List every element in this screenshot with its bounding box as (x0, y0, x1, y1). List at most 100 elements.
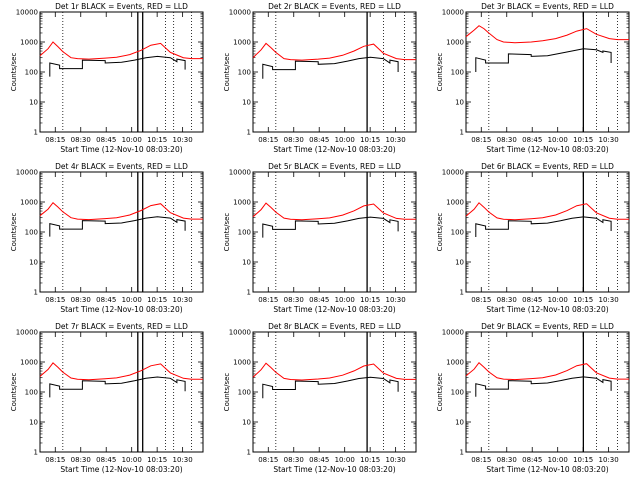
y-tick-label: 1000 (20, 199, 38, 207)
y-axis-label: Counts/sec (436, 53, 444, 92)
x-tick-label: 08:30 (71, 456, 91, 464)
y-tick-label: 100 (451, 389, 464, 397)
y-tick-label: 1000 (233, 359, 251, 367)
x-tick-label: 08:30 (284, 296, 304, 304)
chart-title: Det 7r BLACK = Events, RED = LLD (55, 322, 188, 331)
series-events-line (262, 56, 399, 79)
chart-title: Det 3r BLACK = Events, RED = LLD (481, 2, 614, 11)
x-tick-label: 08:15 (471, 296, 491, 304)
x-tick-label: 10:30 (599, 456, 619, 464)
y-tick-label: 100 (25, 229, 38, 237)
y-axis-label: Counts/sec (223, 53, 231, 92)
x-axis-label: Start Time (12-Nov-10 08:03:20) (486, 145, 608, 154)
y-tick-label: 10000 (16, 9, 38, 17)
y-tick-label: 1 (460, 289, 464, 297)
x-tick-label: 10:00 (122, 296, 142, 304)
x-tick-label: 10:00 (335, 456, 355, 464)
plot-frame (465, 171, 630, 293)
y-tick-label: 10 (29, 259, 38, 267)
x-tick-label: 10:30 (173, 136, 193, 144)
x-tick-label: 10:00 (548, 136, 568, 144)
x-tick-label: 08:30 (284, 456, 304, 464)
x-tick-label: 10:00 (548, 456, 568, 464)
x-tick-label: 08:45 (522, 456, 542, 464)
chart-panel-7: Det 7r BLACK = Events, RED = LLD 1 10 100 10… (10, 322, 204, 474)
x-tick-label: 10:15 (360, 456, 380, 464)
x-tick-label: 08:45 (96, 136, 116, 144)
y-tick-label: 10000 (229, 9, 251, 17)
y-tick-label: 1 (34, 289, 38, 297)
plot-frame (252, 11, 417, 133)
x-tick-label: 08:30 (497, 296, 517, 304)
x-tick-label: 10:15 (573, 136, 593, 144)
x-tick-label: 08:15 (258, 136, 278, 144)
x-tick-label: 10:15 (573, 456, 593, 464)
y-tick-label: 1000 (446, 199, 464, 207)
y-tick-label: 1 (460, 129, 464, 137)
chart-panel-3: Det 3r BLACK = Events, RED = LLD 1 10 100 10… (436, 2, 630, 154)
y-tick-label: 10000 (442, 329, 464, 337)
y-tick-label: 1000 (446, 359, 464, 367)
x-tick-label: 10:00 (335, 296, 355, 304)
x-axis-label: Start Time (12-Nov-10 08:03:20) (273, 305, 395, 314)
plot-frame (465, 11, 630, 133)
plot-frame (252, 331, 417, 453)
y-axis-label: Counts/sec (223, 373, 231, 412)
y-tick-label: 1 (247, 449, 251, 457)
y-tick-label: 10000 (229, 329, 251, 337)
x-tick-label: 08:15 (45, 136, 65, 144)
y-tick-label: 100 (238, 229, 251, 237)
series-lld-line (465, 202, 629, 221)
chart-panel-4: Det 4r BLACK = Events, RED = LLD 1 10 100 10… (10, 162, 204, 314)
x-tick-label: 10:30 (386, 296, 406, 304)
series-lld-line (465, 361, 629, 381)
y-tick-label: 10 (455, 99, 464, 107)
x-tick-label: 08:15 (471, 136, 491, 144)
x-tick-label: 10:30 (599, 296, 619, 304)
series-events-line (49, 216, 186, 237)
y-tick-label: 10000 (229, 169, 251, 177)
chart-panel-8: Det 8r BLACK = Events, RED = LLD 1 10 100 10… (223, 322, 417, 474)
x-axis-label: Start Time (12-Nov-10 08:03:20) (486, 305, 608, 314)
series-events-line (49, 376, 186, 398)
x-tick-label: 08:30 (497, 136, 517, 144)
y-tick-label: 10 (455, 419, 464, 427)
chart-title: Det 5r BLACK = Events, RED = LLD (268, 162, 401, 171)
series-events-line (475, 216, 612, 237)
x-tick-label: 10:30 (599, 136, 619, 144)
y-tick-label: 10000 (16, 329, 38, 337)
x-tick-label: 08:45 (522, 296, 542, 304)
y-tick-label: 100 (25, 69, 38, 77)
y-tick-label: 10000 (442, 9, 464, 17)
series-events-line (475, 48, 612, 72)
x-tick-label: 08:45 (309, 456, 329, 464)
x-tick-label: 08:45 (309, 136, 329, 144)
y-axis-label: Counts/sec (10, 213, 18, 252)
x-tick-label: 08:30 (71, 136, 91, 144)
series-events-line (49, 55, 186, 77)
plot-frame (39, 331, 204, 453)
chart-panel-5: Det 5r BLACK = Events, RED = LLD 1 10 100 10… (223, 162, 417, 314)
y-tick-label: 100 (238, 389, 251, 397)
series-lld-line (252, 202, 416, 221)
x-tick-label: 08:30 (71, 296, 91, 304)
y-tick-label: 10 (242, 99, 251, 107)
y-tick-label: 1 (460, 449, 464, 457)
x-tick-label: 10:15 (147, 136, 167, 144)
chart-panel-6: Det 6r BLACK = Events, RED = LLD 1 10 100 10… (436, 162, 630, 314)
x-tick-label: 08:15 (258, 296, 278, 304)
x-tick-label: 10:00 (122, 456, 142, 464)
x-tick-label: 08:45 (96, 456, 116, 464)
series-lld-line (39, 201, 203, 221)
series-events-line (262, 376, 399, 399)
x-tick-label: 10:30 (173, 296, 193, 304)
y-axis-label: Counts/sec (10, 53, 18, 92)
series-lld-line (39, 362, 203, 381)
y-tick-label: 10 (455, 259, 464, 267)
y-axis-label: Counts/sec (223, 213, 231, 252)
x-tick-label: 08:15 (258, 456, 278, 464)
series-events-line (475, 376, 612, 397)
series-lld-line (252, 362, 416, 381)
plot-frame (465, 331, 630, 453)
x-tick-label: 08:45 (522, 136, 542, 144)
